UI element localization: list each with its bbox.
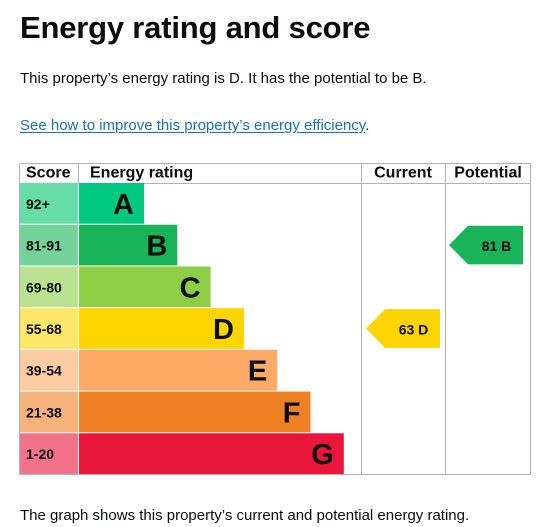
chart-frame (19, 163, 531, 475)
score-range-c: 69-80 (26, 279, 62, 295)
header-current: Current (374, 165, 432, 182)
score-cell-d (20, 308, 78, 349)
rating-bar-c (79, 266, 211, 308)
score-cell-b (20, 224, 78, 266)
score-range-e: 39-54 (26, 363, 62, 379)
rating-letter-f: F (283, 397, 301, 429)
rating-letter-a: A (113, 189, 134, 221)
header-score: Score (26, 165, 71, 182)
score-cell-a (20, 183, 78, 224)
score-cell-e (20, 349, 78, 391)
improve-link-line: See how to improve this property’s energ… (20, 117, 369, 134)
rating-letter-e: E (248, 356, 267, 388)
link-suffix: . (365, 117, 370, 134)
score-cell-c (20, 266, 78, 308)
potential-rating-arrow (449, 225, 523, 265)
rating-letter-g: G (311, 439, 334, 471)
score-range-b: 81-91 (26, 238, 62, 254)
score-range-a: 92+ (26, 196, 50, 212)
score-range-d: 55-68 (26, 321, 62, 337)
rating-bar-d (79, 308, 244, 349)
rating-letter-d: D (213, 314, 234, 346)
rating-bar-a (79, 183, 144, 224)
current-rating-arrow (366, 309, 440, 348)
improve-efficiency-link[interactable]: See how to improve this property’s energ… (20, 117, 366, 134)
current-rating-label: 63 D (399, 322, 429, 338)
rating-bar-f (79, 391, 311, 433)
rating-bar-e (79, 349, 278, 391)
score-range-g: 1-20 (26, 446, 54, 462)
energy-rating-chart: Score Energy rating Current Potential 92+ A 81… (19, 163, 531, 475)
rating-letter-c: C (180, 272, 201, 304)
rating-bar-b (79, 224, 178, 266)
score-cell-g (20, 433, 78, 474)
score-range-f: 21-38 (26, 404, 62, 420)
potential-rating-label: 81 B (482, 238, 512, 254)
rating-bar-g (79, 433, 344, 474)
score-cell-f (20, 391, 78, 433)
header-energy-rating: Energy rating (90, 165, 193, 182)
page-title: Energy rating and score (20, 10, 371, 45)
rating-summary: This property’s energy rating is D. It h… (20, 70, 427, 87)
header-potential: Potential (454, 165, 522, 182)
chart-caption: The graph shows this property’s current … (20, 507, 470, 524)
rating-letter-b: B (146, 231, 167, 263)
